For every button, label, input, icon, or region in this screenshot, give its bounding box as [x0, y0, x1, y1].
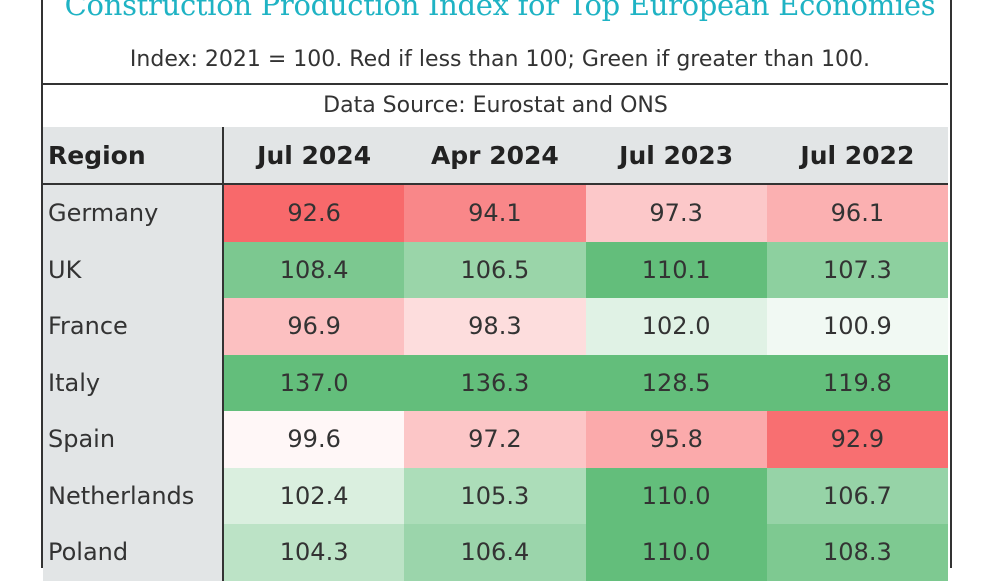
- value-cell: 94.1: [404, 184, 586, 242]
- region-cell: Italy: [43, 354, 224, 411]
- value-cell: 102.0: [585, 298, 767, 355]
- value-cell: 110.0: [585, 524, 767, 581]
- value-cell: 97.2: [404, 411, 586, 468]
- value-cell: 110.0: [585, 467, 767, 524]
- column-header: Jul 2023: [585, 127, 767, 185]
- value-cell: 96.1: [766, 184, 948, 242]
- table-row: UK 108.4 106.5 110.1 107.3: [43, 241, 948, 298]
- value-cell: 110.1: [585, 241, 767, 298]
- value-cell: 136.3: [404, 354, 586, 411]
- column-header: Jul 2024: [223, 127, 405, 185]
- data-source: Data Source: Eurostat and ONS: [43, 83, 948, 129]
- value-cell: 128.5: [585, 354, 767, 411]
- value-cell: 92.6: [223, 184, 405, 242]
- table-row: Germany 92.6 94.1 97.3 96.1: [43, 184, 948, 242]
- value-cell: 92.9: [766, 411, 948, 468]
- region-cell: Poland: [43, 524, 224, 581]
- value-cell: 102.4: [223, 467, 405, 524]
- value-cell: 107.3: [766, 241, 948, 298]
- value-cell: 108.4: [223, 241, 405, 298]
- region-cell: Germany: [43, 184, 224, 242]
- region-cell: France: [43, 298, 224, 355]
- region-cell: Spain: [43, 411, 224, 468]
- column-header: Jul 2022: [766, 127, 948, 185]
- column-header-region: Region: [43, 127, 224, 185]
- column-header: Apr 2024: [404, 127, 586, 185]
- value-cell: 95.8: [585, 411, 767, 468]
- header-row: Region Jul 2024 Apr 2024 Jul 2023 Jul 2022: [43, 127, 948, 185]
- region-cell: Netherlands: [43, 467, 224, 524]
- value-cell: 97.3: [585, 184, 767, 242]
- chart-title: Construction Production Index for Top Eu…: [64, 0, 936, 22]
- table-frame: [41, 0, 952, 568]
- value-cell: 106.5: [404, 241, 586, 298]
- value-cell: 105.3: [404, 467, 586, 524]
- table-row: France 96.9 98.3 102.0 100.9: [43, 298, 948, 355]
- value-cell: 98.3: [404, 298, 586, 355]
- value-cell: 137.0: [223, 354, 405, 411]
- table-row: Netherlands 102.4 105.3 110.0 106.7: [43, 467, 948, 524]
- chart-subtitle: Index: 2021 = 100. Red if less than 100;…: [129, 47, 871, 72]
- value-cell: 96.9: [223, 298, 405, 355]
- value-cell: 108.3: [766, 524, 948, 581]
- value-cell: 104.3: [223, 524, 405, 581]
- table-row: Spain 99.6 97.2 95.8 92.9: [43, 411, 948, 468]
- table-row: Italy 137.0 136.3 128.5 119.8: [43, 354, 948, 411]
- heatmap-table: Region Jul 2024 Apr 2024 Jul 2023 Jul 2022 …: [43, 127, 948, 581]
- value-cell: 100.9: [766, 298, 948, 355]
- value-cell: 119.8: [766, 354, 948, 411]
- region-cell: UK: [43, 241, 224, 298]
- table-row: Poland 104.3 106.4 110.0 108.3: [43, 524, 948, 581]
- value-cell: 106.7: [766, 467, 948, 524]
- value-cell: 106.4: [404, 524, 586, 581]
- value-cell: 99.6: [223, 411, 405, 468]
